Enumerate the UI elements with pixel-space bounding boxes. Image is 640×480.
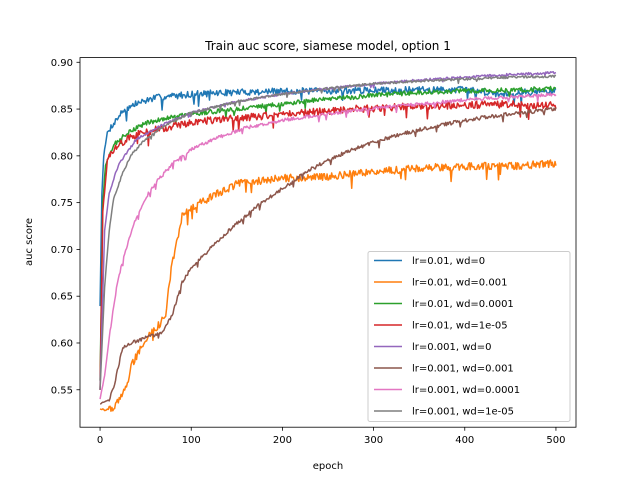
y-tick-label: 0.55 (51, 385, 73, 396)
legend-label: lr=0.01, wd=0 (412, 256, 485, 267)
legend-label: lr=0.001, wd=0.0001 (412, 385, 520, 396)
plot-frame (79, 57, 577, 428)
legend-label: lr=0.001, wd=0.001 (412, 364, 514, 375)
y-tick-label: 0.85 (51, 105, 73, 116)
y-tick-label: 0.60 (51, 338, 73, 349)
series-layer (99, 70, 557, 412)
y-tick-label: 0.90 (51, 58, 73, 69)
y-tick-label: 0.70 (51, 245, 73, 256)
x-tick-label: 400 (455, 435, 474, 446)
x-axis-title: epoch (313, 461, 343, 472)
series-line (100, 107, 557, 405)
legend-label: lr=0.001, wd=0 (412, 342, 492, 353)
series-line (99, 159, 557, 412)
x-tick-label: 100 (182, 435, 201, 446)
x-tick-label: 0 (97, 435, 103, 446)
ticks-layer: 0 100 200 300 400 500 0.55 0.60 0.65 0.70 0.75 0.80… (51, 58, 566, 446)
y-tick-label: 0.80 (51, 151, 73, 162)
y-tick-label: 0.65 (51, 292, 73, 303)
x-tick-label: 300 (364, 435, 383, 446)
y-tick-label: 0.75 (51, 198, 73, 209)
legend-label: lr=0.01, wd=0.0001 (412, 299, 514, 310)
legend: lr=0.01, wd=0 lr=0.01, wd=0.001 lr=0.01, w… (367, 251, 571, 422)
x-tick-label: 500 (546, 435, 565, 446)
legend-box (367, 251, 571, 422)
legend-label: lr=0.001, wd=1e-05 (412, 407, 514, 418)
chart-title: Train auc score, siamese model, option 1 (204, 39, 451, 53)
series-line (99, 92, 557, 400)
series-line (99, 74, 557, 390)
series-line (99, 100, 557, 391)
legend-label: lr=0.01, wd=0.001 (412, 278, 507, 289)
legend-label: lr=0.01, wd=1e-05 (412, 321, 508, 332)
x-tick-label: 200 (273, 435, 292, 446)
y-axis-title: auc score (24, 218, 35, 266)
